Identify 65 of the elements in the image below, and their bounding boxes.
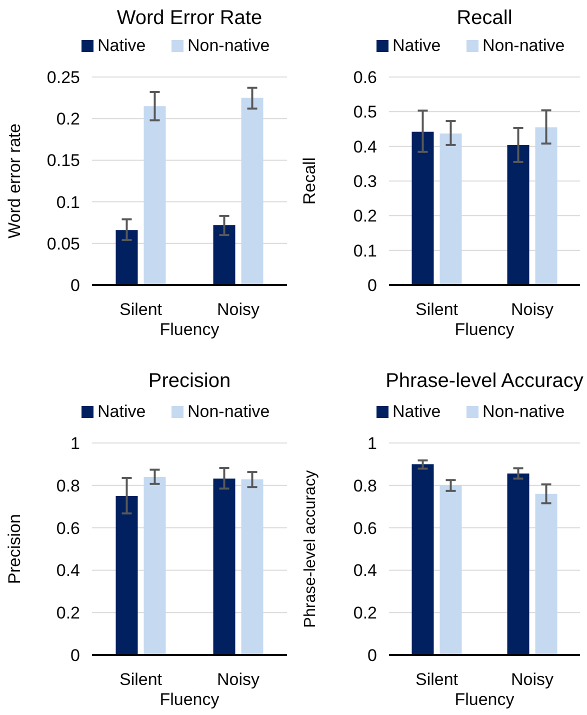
y-tick-label: 1: [70, 434, 80, 453]
bar: [440, 484, 462, 655]
x-tick-label: Silent: [415, 670, 458, 689]
y-tick-label: 0: [70, 276, 80, 295]
y-tick-label: 0.2: [56, 604, 80, 623]
legend-label: Native: [98, 402, 146, 421]
legend-label: Non-native: [482, 402, 565, 421]
y-tick-label: 0.3: [353, 172, 377, 191]
bar: [213, 225, 236, 285]
y-axis-title: Precision: [5, 514, 24, 584]
legend-label: Native: [98, 36, 146, 55]
y-tick-label: 0.1: [353, 241, 377, 260]
y-tick-label: 0.25: [46, 68, 80, 87]
chart-title: Phrase-level Accuracy: [386, 370, 584, 392]
x-tick-label: Noisy: [510, 670, 554, 689]
y-tick-label: 0: [368, 276, 377, 295]
bar: [144, 106, 166, 285]
x-axis-title: Fluency: [160, 690, 220, 709]
y-tick-label: 0: [70, 646, 80, 665]
y-tick-label: 0: [368, 646, 377, 665]
bar: [412, 464, 434, 655]
y-tick-label: 0.05: [46, 234, 80, 254]
y-tick-label: 0.4: [353, 561, 377, 580]
bar: [241, 98, 264, 285]
y-axis-title: Word error rate: [5, 124, 24, 238]
x-axis-title: Fluency: [454, 690, 515, 709]
y-tick-label: 0.1: [56, 192, 80, 212]
chart-title: Recall: [456, 7, 512, 29]
bar: [440, 134, 462, 285]
x-axis-title: Fluency: [454, 320, 515, 339]
chart-title: Precision: [148, 370, 231, 392]
chart-title: Word Error Rate: [116, 7, 262, 29]
x-tick-label: Silent: [119, 300, 162, 319]
x-tick-label: Silent: [415, 300, 458, 319]
x-axis-title: Fluency: [160, 320, 220, 339]
legend-label: Native: [392, 402, 441, 421]
y-tick-label: 1: [368, 434, 377, 453]
bar: [116, 230, 138, 285]
bar: [507, 144, 530, 285]
legend-label: Native: [392, 36, 441, 55]
bar: [507, 474, 530, 655]
legend-label: Non-native: [482, 36, 565, 55]
bar: [535, 494, 558, 655]
y-tick-label: 0.4: [56, 561, 80, 580]
y-tick-label: 0.6: [56, 518, 80, 538]
y-tick-label: 0.5: [353, 102, 377, 122]
x-tick-label: Silent: [119, 670, 162, 689]
y-tick-label: 0.2: [353, 604, 377, 623]
bar: [535, 127, 558, 285]
y-tick-label: 0.6: [353, 518, 377, 538]
y-axis-title: Phrase-level accuracy: [302, 470, 319, 628]
x-tick-label: Noisy: [510, 300, 554, 319]
y-tick-label: 0.2: [353, 206, 377, 226]
y-tick-label: 0.4: [353, 137, 377, 156]
y-tick-label: 0.15: [46, 151, 80, 170]
bar: [412, 132, 434, 285]
x-tick-label: Noisy: [216, 300, 260, 319]
legend-label: Non-native: [188, 402, 270, 421]
x-tick-label: Noisy: [216, 670, 260, 689]
y-axis-title: Recall: [300, 157, 319, 205]
legend-label: Non-native: [188, 36, 270, 55]
y-tick-label: 0.2: [56, 110, 80, 129]
y-tick-label: 0.8: [353, 476, 377, 496]
y-tick-label: 0.8: [56, 476, 80, 496]
y-tick-label: 0.6: [353, 68, 377, 87]
